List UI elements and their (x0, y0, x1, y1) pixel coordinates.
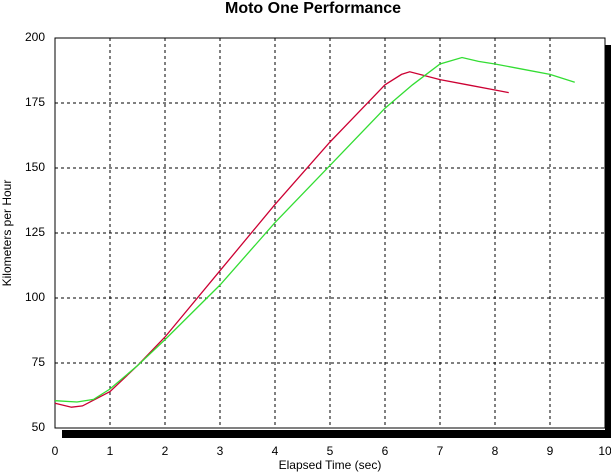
y-tick-label: 100 (25, 290, 45, 304)
x-tick-label: 2 (162, 444, 169, 458)
y-tick-label: 150 (25, 160, 45, 174)
y-tick-label: 50 (32, 420, 46, 434)
frame-shadow (62, 430, 611, 438)
y-tick-label: 75 (32, 355, 46, 369)
x-tick-label: 8 (492, 444, 499, 458)
x-tick-label: 9 (547, 444, 554, 458)
x-tick-label: 4 (272, 444, 279, 458)
chart-title: Moto One Performance (225, 0, 401, 17)
y-tick-label: 200 (25, 30, 45, 44)
x-tick-label: 7 (437, 444, 444, 458)
y-tick-label: 125 (25, 225, 45, 239)
x-tick-label: 0 (52, 444, 59, 458)
x-tick-label: 3 (217, 444, 224, 458)
y-axis-label: Kilometers per Hour (0, 180, 14, 287)
x-axis-label: Elapsed Time (sec) (279, 458, 382, 472)
x-tick-label: 10 (598, 444, 611, 458)
series-line (54, 71, 509, 408)
frame-shadow (605, 45, 611, 438)
x-tick-label: 6 (382, 444, 389, 458)
series-line (54, 56, 575, 403)
y-tick-label: 175 (25, 95, 45, 109)
x-tick-label: 5 (327, 444, 334, 458)
x-tick-label: 1 (107, 444, 114, 458)
